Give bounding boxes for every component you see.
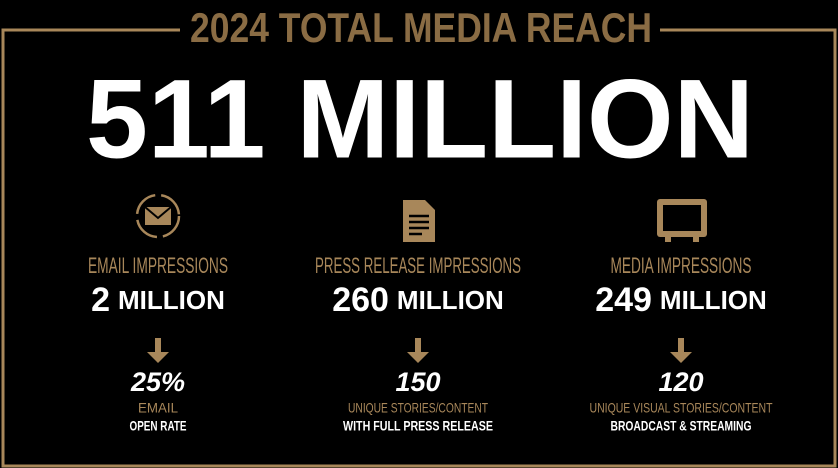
value-number: 2 xyxy=(91,281,110,319)
stat: 25% xyxy=(130,367,185,397)
column-label: PRESS RELEASE IMPRESSIONS xyxy=(315,253,521,278)
column-label: MEDIA IMPRESSIONS xyxy=(611,253,752,278)
column-value: 260 MILLION xyxy=(332,281,504,319)
tv-icon-screen xyxy=(663,205,701,231)
tv-icon-leg xyxy=(665,237,671,242)
tv-icon xyxy=(657,199,707,242)
down-arrow xyxy=(407,338,429,363)
email-icon-flap xyxy=(144,206,172,220)
down-arrow xyxy=(670,338,692,363)
stat-label: UNIQUE VISUAL STORIES/CONTENT xyxy=(590,400,773,416)
frame-border xyxy=(1,28,837,468)
tv-icon-leg xyxy=(693,237,699,242)
email-icon xyxy=(135,193,181,239)
stat: 120 xyxy=(658,367,703,397)
email-icon-ring xyxy=(135,193,181,239)
frame xyxy=(1,28,837,468)
value-number: 249 xyxy=(595,281,652,319)
column-value: 2 MILLION xyxy=(91,281,225,319)
total-reach: 511 MILLION xyxy=(86,57,754,182)
document-icon-lines xyxy=(409,214,429,236)
stat-label: EMAIL xyxy=(138,400,178,416)
value-unit: MILLION xyxy=(660,285,767,315)
column-label: EMAIL IMPRESSIONS xyxy=(88,253,228,278)
columns: EMAIL IMPRESSIONS 2 MILLION 25% EMAIL OPEN RA… xyxy=(88,253,773,434)
stat-note: OPEN RATE xyxy=(130,418,187,434)
stat-label: UNIQUE STORIES/CONTENT xyxy=(348,400,488,416)
stat-note: WITH FULL PRESS RELEASE xyxy=(343,418,493,434)
column: PRESS RELEASE IMPRESSIONS 260 MILLION 150 UN… xyxy=(315,253,521,434)
title: 2024 TOTAL MEDIA REACH xyxy=(190,4,652,51)
column-value: 249 MILLION xyxy=(595,281,767,319)
value-unit: MILLION xyxy=(397,285,504,315)
document-icon xyxy=(403,200,435,242)
value-unit: MILLION xyxy=(118,285,225,315)
stat: 150 xyxy=(395,367,440,397)
column: MEDIA IMPRESSIONS 249 MILLION 120 UNIQUE VIS… xyxy=(590,253,773,434)
down-arrow xyxy=(147,338,169,363)
column: EMAIL IMPRESSIONS 2 MILLION 25% EMAIL OPEN RA… xyxy=(88,253,228,434)
value-number: 260 xyxy=(332,281,389,319)
stat-note: BROADCAST & STREAMING xyxy=(611,418,752,434)
